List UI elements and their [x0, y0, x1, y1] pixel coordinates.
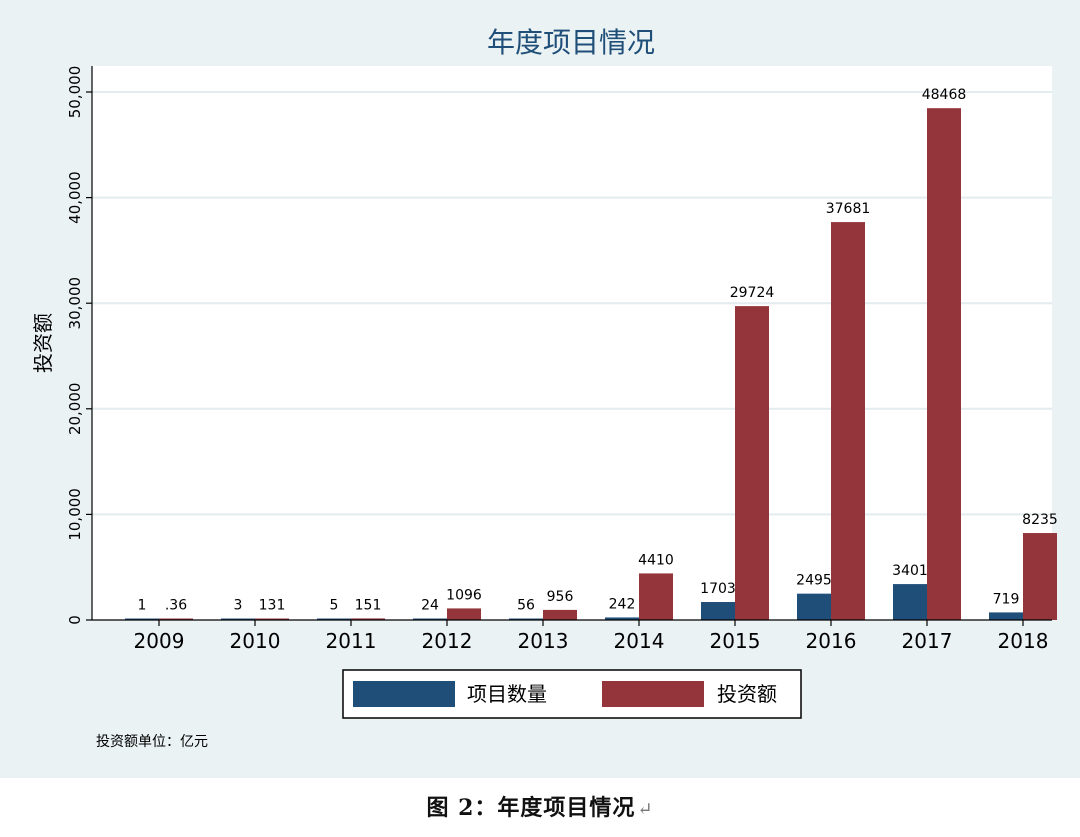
x-tick-label: 2017 — [902, 629, 953, 653]
data-label-investment: 37681 — [826, 201, 871, 217]
data-label-investment: 956 — [547, 589, 574, 605]
y-tick-label: 20,000 — [66, 383, 84, 436]
x-tick-label: 2018 — [998, 629, 1049, 653]
return-mark-icon: ↵ — [637, 799, 654, 820]
figure-caption: 图 2：年度项目情况 ↵ — [0, 790, 1080, 822]
chart-svg: 0 10,000 20,000 30,000 40,000 50,000 2009 2010 2… — [31, 26, 1058, 750]
data-label-project-count: 3 — [234, 598, 243, 614]
data-label-project-count: 1703 — [700, 581, 736, 597]
bar-project-count — [509, 618, 543, 620]
bar-investment — [639, 573, 673, 620]
legend-swatch-project-count — [353, 681, 455, 707]
data-labels: 1 .36 3 131 5 151 24 1096 56 956 242 4410 1703 29724 2… — [138, 87, 1058, 613]
bar-investment — [255, 618, 289, 620]
data-label-project-count: 1 — [138, 598, 147, 614]
y-tick-label: 10,000 — [66, 488, 84, 541]
y-axis-label: 投资额 — [31, 313, 55, 373]
x-tick-label: 2014 — [614, 629, 665, 653]
data-label-investment: 1096 — [446, 587, 482, 603]
plot-area — [92, 66, 1052, 620]
chart-title: 年度项目情况 — [487, 26, 655, 59]
bar-project-count — [989, 612, 1023, 620]
data-label-project-count: 5 — [330, 598, 339, 614]
bars — [125, 108, 1057, 621]
data-label-project-count: 24 — [421, 598, 439, 614]
data-label-investment: 8235 — [1022, 512, 1058, 528]
x-tick-label: 2009 — [134, 629, 185, 653]
data-label-investment: 29724 — [730, 285, 775, 301]
data-label-investment: .36 — [165, 598, 187, 614]
x-tick-label: 2015 — [710, 629, 761, 653]
axes: 0 10,000 20,000 30,000 40,000 50,000 2009 2010 2… — [66, 66, 1052, 653]
bar-investment — [735, 306, 769, 620]
data-label-project-count: 719 — [993, 591, 1020, 607]
bar-project-count — [893, 584, 927, 620]
data-label-project-count: 3401 — [892, 563, 928, 579]
x-tick-label: 2011 — [326, 629, 377, 653]
legend-label-investment: 投资额 — [717, 682, 777, 706]
data-label-investment: 48468 — [922, 87, 967, 103]
bar-investment — [351, 618, 385, 620]
data-label-project-count: 242 — [609, 596, 636, 612]
bar-project-count — [797, 593, 831, 620]
y-tick-label: 0 — [66, 615, 84, 625]
data-label-project-count: 56 — [517, 598, 535, 614]
gridlines — [92, 91, 1052, 516]
legend-label-project-count: 项目数量 — [467, 682, 547, 706]
figure-panel: 0 10,000 20,000 30,000 40,000 50,000 2009 2010 2… — [0, 0, 1080, 778]
x-tick-label: 2016 — [806, 629, 857, 653]
y-tick-label: 50,000 — [66, 66, 84, 119]
y-tick-label: 30,000 — [66, 277, 84, 330]
x-tick-label: 2012 — [422, 629, 473, 653]
unit-note: 投资额单位：亿元 — [96, 734, 208, 750]
data-label-investment: 131 — [259, 598, 286, 614]
data-label-project-count: 2495 — [796, 573, 832, 589]
bar-project-count — [701, 602, 735, 620]
bar-investment — [447, 608, 481, 620]
data-label-investment: 151 — [355, 597, 382, 613]
bar-project-count — [125, 618, 159, 620]
bar-project-count — [413, 618, 447, 620]
bar-investment — [543, 609, 577, 620]
data-label-investment: 4410 — [638, 552, 674, 568]
bar-project-count — [221, 618, 255, 620]
legend-swatch-investment — [602, 681, 704, 707]
bar-investment — [159, 618, 193, 620]
caption-text: 图 2：年度项目情况 — [426, 795, 636, 821]
legend: 项目数量 投资额 — [342, 669, 802, 719]
bar-project-count — [605, 617, 639, 620]
x-tick-label: 2010 — [230, 629, 281, 653]
y-tick-label: 40,000 — [66, 171, 84, 224]
bar-investment — [831, 222, 865, 621]
bar-project-count — [317, 618, 351, 620]
bar-investment — [927, 108, 961, 620]
bar-investment — [1023, 533, 1057, 620]
x-tick-label: 2013 — [518, 629, 569, 653]
